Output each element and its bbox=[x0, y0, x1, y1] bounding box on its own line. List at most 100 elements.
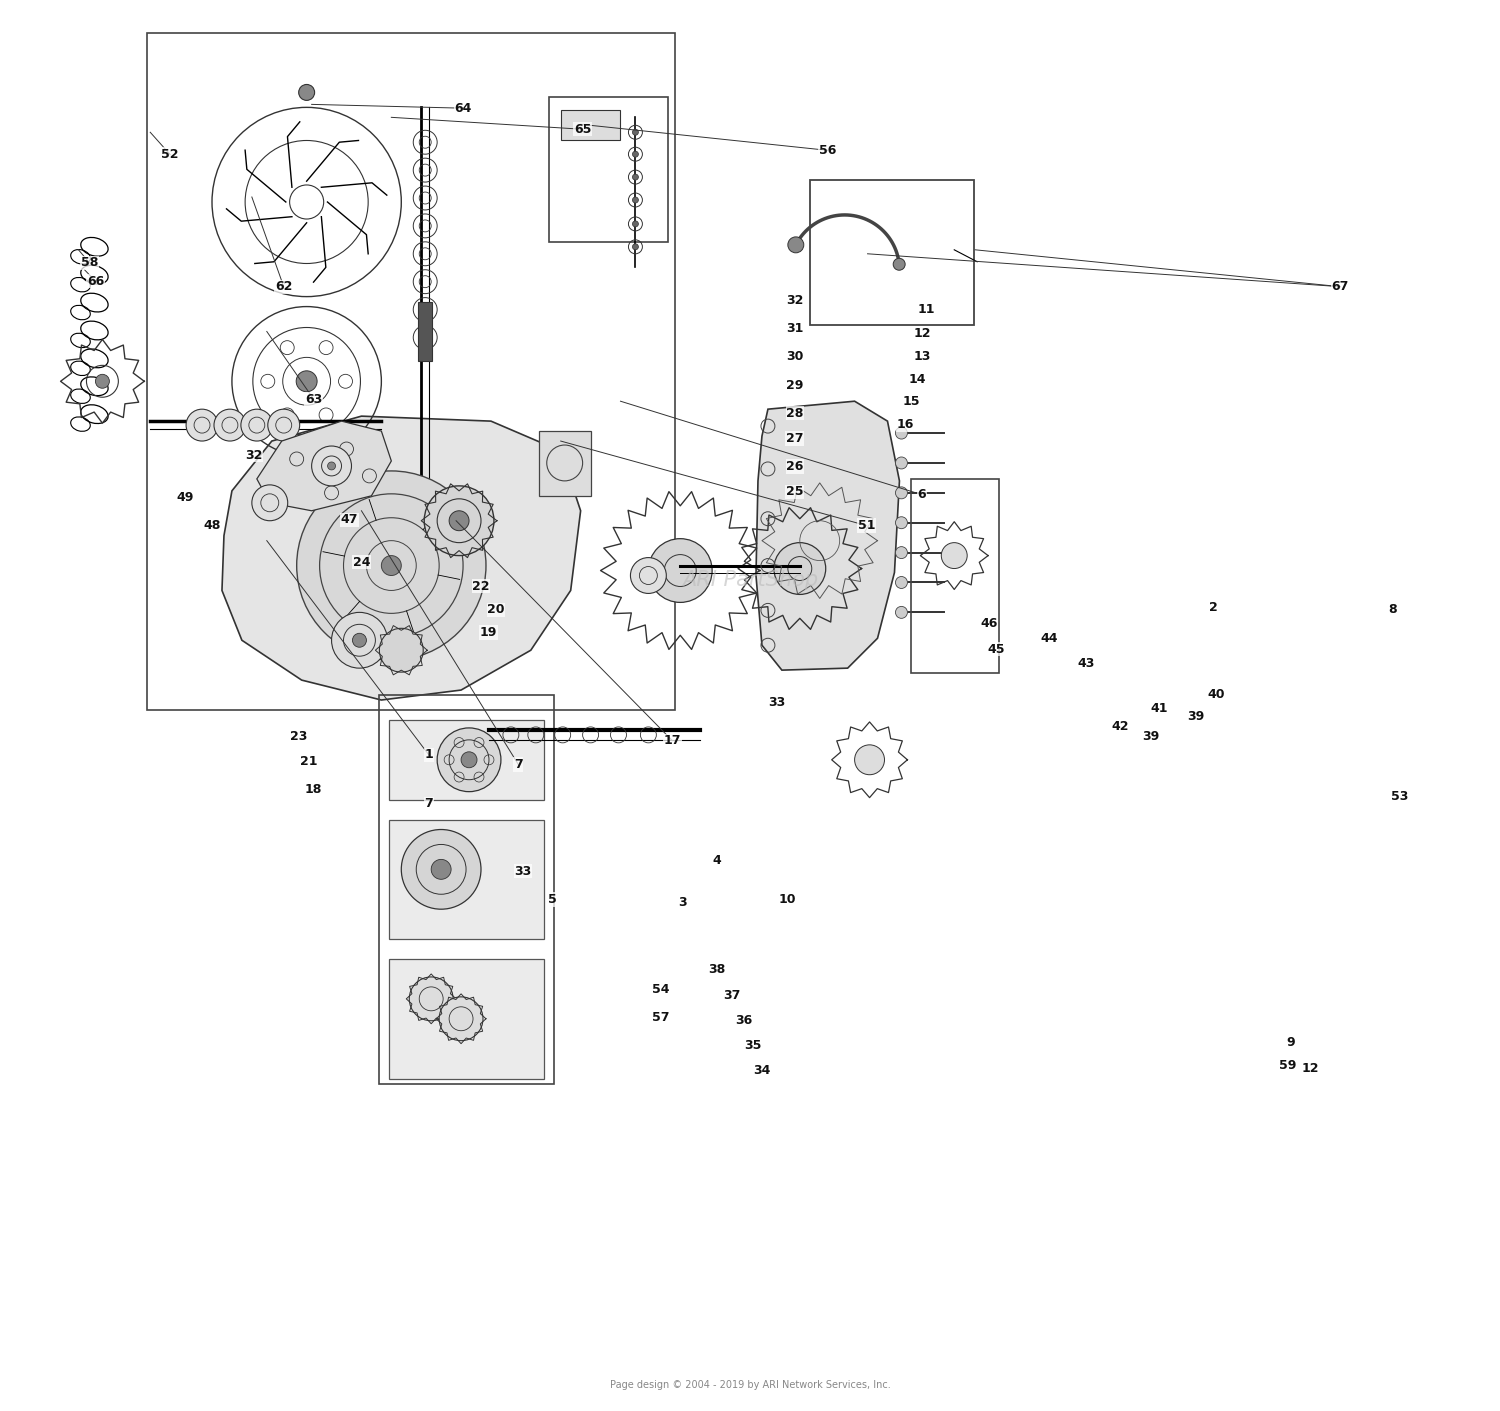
Circle shape bbox=[440, 996, 483, 1041]
Text: 7: 7 bbox=[424, 797, 433, 810]
Bar bbox=[538, 432, 591, 495]
Bar bbox=[419, 302, 432, 361]
Polygon shape bbox=[256, 420, 392, 511]
Text: 26: 26 bbox=[786, 460, 804, 473]
Circle shape bbox=[332, 612, 387, 669]
Text: 13: 13 bbox=[914, 350, 930, 364]
Text: 43: 43 bbox=[1077, 658, 1095, 670]
Text: 27: 27 bbox=[786, 432, 804, 444]
Text: 1: 1 bbox=[424, 748, 433, 761]
Text: 8: 8 bbox=[1389, 604, 1396, 617]
Circle shape bbox=[242, 409, 273, 442]
Circle shape bbox=[896, 546, 908, 559]
Polygon shape bbox=[222, 416, 580, 700]
Text: 33: 33 bbox=[768, 696, 786, 710]
Bar bbox=[561, 110, 621, 140]
Circle shape bbox=[296, 371, 316, 392]
Text: 38: 38 bbox=[708, 964, 726, 976]
Circle shape bbox=[774, 543, 825, 594]
Circle shape bbox=[214, 409, 246, 442]
Text: 21: 21 bbox=[300, 755, 318, 768]
Text: 48: 48 bbox=[204, 519, 220, 532]
Text: 28: 28 bbox=[786, 406, 804, 419]
Text: 39: 39 bbox=[1186, 710, 1204, 724]
Bar bbox=[390, 959, 544, 1078]
Text: 23: 23 bbox=[290, 729, 308, 744]
Text: 36: 36 bbox=[735, 1015, 753, 1027]
Bar bbox=[810, 181, 974, 325]
Text: 44: 44 bbox=[1040, 632, 1058, 645]
Circle shape bbox=[633, 198, 639, 203]
Text: 49: 49 bbox=[177, 491, 194, 504]
Bar bbox=[147, 32, 675, 710]
Text: 29: 29 bbox=[786, 378, 804, 392]
Text: 12: 12 bbox=[1302, 1061, 1318, 1075]
Circle shape bbox=[424, 485, 494, 556]
Circle shape bbox=[448, 511, 470, 531]
Text: 16: 16 bbox=[897, 418, 914, 430]
Text: 17: 17 bbox=[663, 734, 681, 748]
Circle shape bbox=[896, 577, 908, 588]
Text: 15: 15 bbox=[903, 395, 920, 408]
Text: 30: 30 bbox=[786, 350, 804, 364]
Text: 62: 62 bbox=[274, 281, 292, 293]
Circle shape bbox=[327, 461, 336, 470]
Text: 47: 47 bbox=[340, 514, 358, 526]
Bar bbox=[390, 720, 544, 800]
Circle shape bbox=[633, 244, 639, 250]
Text: 41: 41 bbox=[1150, 701, 1168, 715]
Text: 39: 39 bbox=[1142, 729, 1160, 744]
Text: 7: 7 bbox=[514, 758, 522, 770]
Text: 20: 20 bbox=[488, 604, 504, 617]
Circle shape bbox=[896, 487, 908, 499]
Text: 4: 4 bbox=[712, 854, 722, 866]
Text: 32: 32 bbox=[786, 295, 804, 308]
Circle shape bbox=[630, 557, 666, 594]
Circle shape bbox=[896, 457, 908, 468]
Text: 56: 56 bbox=[819, 144, 837, 157]
Text: 65: 65 bbox=[574, 123, 591, 135]
Text: 35: 35 bbox=[744, 1038, 762, 1053]
Bar bbox=[912, 478, 999, 673]
Circle shape bbox=[436, 728, 501, 792]
Text: 32: 32 bbox=[244, 449, 262, 461]
Circle shape bbox=[788, 237, 804, 253]
Circle shape bbox=[942, 543, 968, 569]
Text: 5: 5 bbox=[549, 893, 556, 906]
Circle shape bbox=[896, 428, 908, 439]
Circle shape bbox=[633, 151, 639, 157]
Text: 67: 67 bbox=[1332, 281, 1348, 293]
Text: 24: 24 bbox=[352, 556, 370, 569]
Text: 66: 66 bbox=[87, 275, 104, 288]
Text: 6: 6 bbox=[918, 488, 926, 501]
Circle shape bbox=[430, 859, 451, 879]
Circle shape bbox=[380, 628, 423, 672]
Text: 58: 58 bbox=[81, 257, 98, 270]
Circle shape bbox=[648, 539, 712, 602]
Circle shape bbox=[252, 485, 288, 521]
Circle shape bbox=[896, 607, 908, 618]
Circle shape bbox=[96, 374, 109, 388]
Text: 52: 52 bbox=[162, 148, 178, 161]
Circle shape bbox=[297, 471, 486, 660]
Circle shape bbox=[892, 258, 904, 271]
Text: 40: 40 bbox=[1208, 687, 1225, 701]
Circle shape bbox=[896, 516, 908, 529]
Text: 57: 57 bbox=[651, 1012, 669, 1024]
Circle shape bbox=[186, 409, 218, 442]
Text: 34: 34 bbox=[753, 1064, 771, 1078]
Text: 54: 54 bbox=[651, 983, 669, 996]
Text: 37: 37 bbox=[723, 989, 741, 1002]
Text: 31: 31 bbox=[786, 322, 804, 336]
Text: Page design © 2004 - 2019 by ARI Network Services, Inc.: Page design © 2004 - 2019 by ARI Network… bbox=[609, 1380, 891, 1390]
Bar bbox=[549, 97, 669, 241]
Circle shape bbox=[268, 409, 300, 442]
Text: 53: 53 bbox=[1392, 790, 1408, 803]
Text: 18: 18 bbox=[304, 783, 322, 796]
Circle shape bbox=[633, 130, 639, 135]
Circle shape bbox=[855, 745, 885, 775]
Text: 45: 45 bbox=[988, 643, 1005, 656]
Circle shape bbox=[633, 174, 639, 181]
Circle shape bbox=[402, 830, 482, 909]
Text: 14: 14 bbox=[909, 373, 926, 387]
